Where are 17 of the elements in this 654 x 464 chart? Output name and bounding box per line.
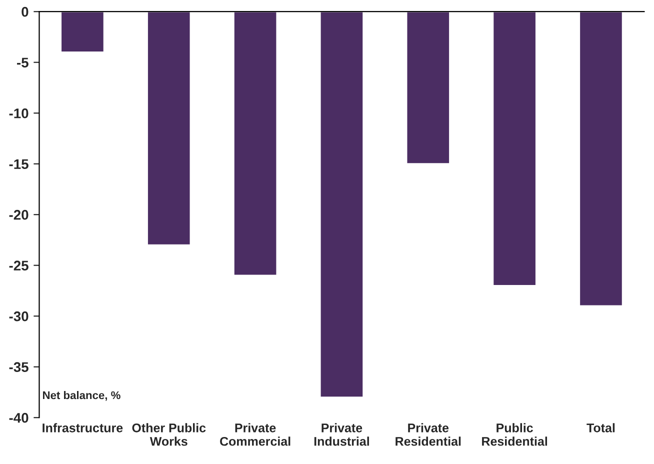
y-tick-label: -25	[9, 260, 28, 271]
y-tick-label: -5	[17, 58, 28, 68]
x-tick-label: Total	[586, 423, 615, 432]
y-tick-label: -35	[9, 362, 28, 372]
y-tick-label: -20	[9, 210, 28, 220]
y-tick-label: -30	[9, 311, 28, 322]
x-tick-label: Private Residential	[396, 423, 461, 446]
y-tick-label: -10	[9, 108, 28, 118]
y-tick-label: -15	[9, 159, 28, 170]
x-tick-label: Infrastructure	[42, 423, 123, 432]
y-tick-label: 0	[22, 6, 28, 17]
x-tick-label: Other Public Works	[132, 423, 206, 446]
x-tick-label: Private Commercial	[220, 423, 290, 446]
x-tick-label: Public Residential	[482, 423, 548, 446]
y-tick-label: -40	[9, 412, 28, 423]
x-tick-label: Private Industrial	[314, 423, 369, 446]
y-axis-title: Net balance, %	[43, 391, 120, 401]
